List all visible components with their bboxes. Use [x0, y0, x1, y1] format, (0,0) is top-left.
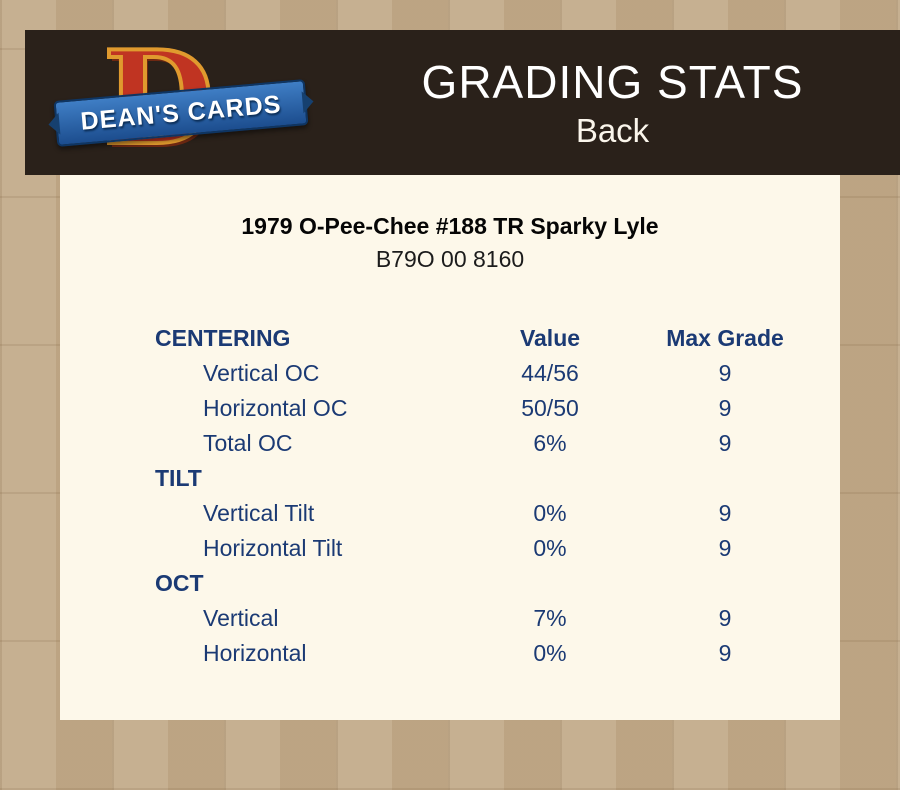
row-label: Horizontal OC: [203, 395, 348, 421]
table-row: Horizontal OC 50/50 9: [155, 391, 840, 426]
row-value: 6%: [533, 430, 567, 456]
table-row: Vertical Tilt 0% 9: [155, 496, 840, 531]
row-label: Total OC: [203, 430, 293, 456]
row-label: Vertical: [203, 605, 279, 631]
section-header-row: TILT: [155, 461, 840, 496]
row-value: 0%: [533, 535, 567, 561]
row-max-grade: 9: [718, 605, 732, 631]
row-max-grade: 9: [718, 360, 732, 386]
card-title: 1979 O-Pee-Chee #188 TR Sparky Lyle: [241, 213, 659, 239]
table-row: Horizontal 0% 9: [155, 636, 840, 671]
row-value: 44/56: [521, 360, 579, 386]
row-max-grade: 9: [718, 535, 732, 561]
page-title: GRADING STATS: [421, 55, 804, 108]
header-titles: GRADING STATS Back: [325, 54, 900, 152]
section-header-centering: CENTERING: [155, 325, 291, 351]
table-row: Total OC 6% 9: [155, 426, 840, 461]
column-header-max-grade: Max Grade: [666, 325, 784, 351]
row-max-grade: 9: [718, 640, 732, 666]
row-label: Vertical Tilt: [203, 500, 315, 526]
row-max-grade: 9: [718, 500, 732, 526]
section-header-tilt: TILT: [155, 465, 202, 491]
row-value: 7%: [533, 605, 567, 631]
logo-brand-text: DEAN'S CARDS: [79, 89, 283, 136]
row-max-grade: 9: [718, 430, 732, 456]
table-row: Horizontal Tilt 0% 9: [155, 531, 840, 566]
deans-cards-logo[interactable]: D DEAN'S CARDS: [25, 22, 325, 176]
page-subtitle: Back: [575, 111, 650, 149]
row-label: Vertical OC: [203, 360, 320, 386]
row-label: Horizontal Tilt: [203, 535, 343, 561]
card-serial: B79O 00 8160: [375, 246, 525, 272]
row-value: 0%: [533, 500, 567, 526]
row-label: Horizontal: [203, 640, 307, 666]
section-header-oct: OCT: [155, 570, 204, 596]
header-bar: D DEAN'S CARDS GRADING STATS Back: [25, 22, 900, 176]
row-max-grade: 9: [718, 395, 732, 421]
column-header-value: Value: [519, 325, 581, 351]
section-header-row: OCT: [155, 566, 840, 601]
table-row: Vertical 7% 9: [155, 601, 840, 636]
row-value: 0%: [533, 640, 567, 666]
table-row: Vertical OC 44/56 9: [155, 356, 840, 391]
content-panel: 1979 O-Pee-Chee #188 TR Sparky Lyle B79O…: [60, 175, 840, 720]
grading-table: CENTERING Value Max Grade Vertical OC 44…: [155, 321, 840, 671]
row-value: 50/50: [521, 395, 579, 421]
table-header-row: CENTERING Value Max Grade: [155, 321, 840, 356]
